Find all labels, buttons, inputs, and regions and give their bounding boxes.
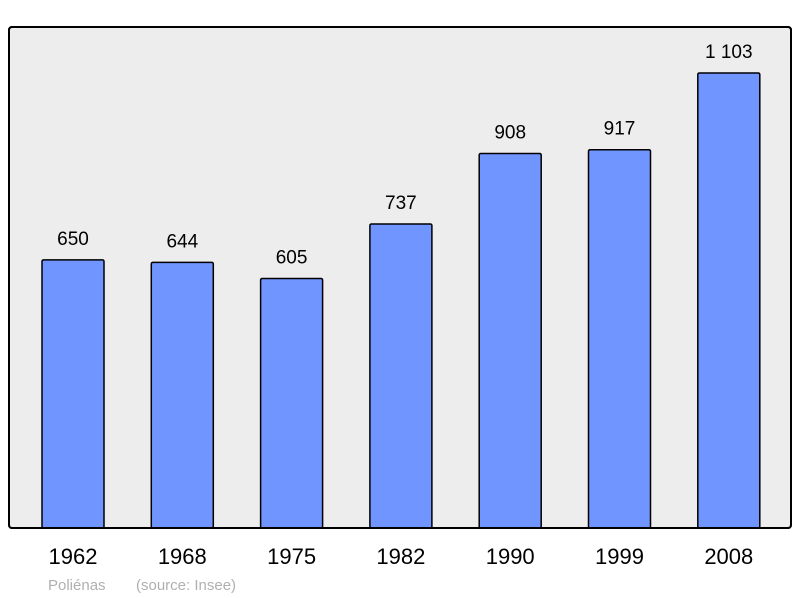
data-label-1975: 605 — [276, 247, 308, 268]
x-tick-label: 1982 — [376, 544, 425, 569]
data-label-1999: 917 — [604, 119, 636, 140]
bar-1982 — [369, 223, 433, 529]
bar-2008 — [697, 72, 761, 529]
x-tick-label: 1975 — [267, 544, 316, 569]
source-note: (source: Insee) — [136, 577, 236, 594]
x-tick-label: 1990 — [486, 544, 535, 569]
plot-frame — [8, 26, 792, 529]
commune-name: Poliénas — [48, 577, 106, 594]
bar-1975 — [259, 277, 324, 529]
data-label-1968: 644 — [166, 231, 198, 252]
bar-1968 — [150, 261, 215, 529]
data-label-1982: 737 — [385, 193, 417, 214]
x-tick-label: 1962 — [49, 544, 98, 569]
x-tick-label: 1968 — [158, 544, 207, 569]
x-tick-label: 1999 — [595, 544, 644, 569]
bar-1962 — [41, 259, 105, 529]
data-label-2008: 1 103 — [705, 42, 753, 63]
data-label-1990: 908 — [494, 122, 526, 143]
bar-1999 — [587, 148, 652, 529]
bar-1990 — [478, 152, 542, 529]
data-label-1962: 650 — [57, 229, 89, 250]
x-tick-label: 2008 — [704, 544, 753, 569]
